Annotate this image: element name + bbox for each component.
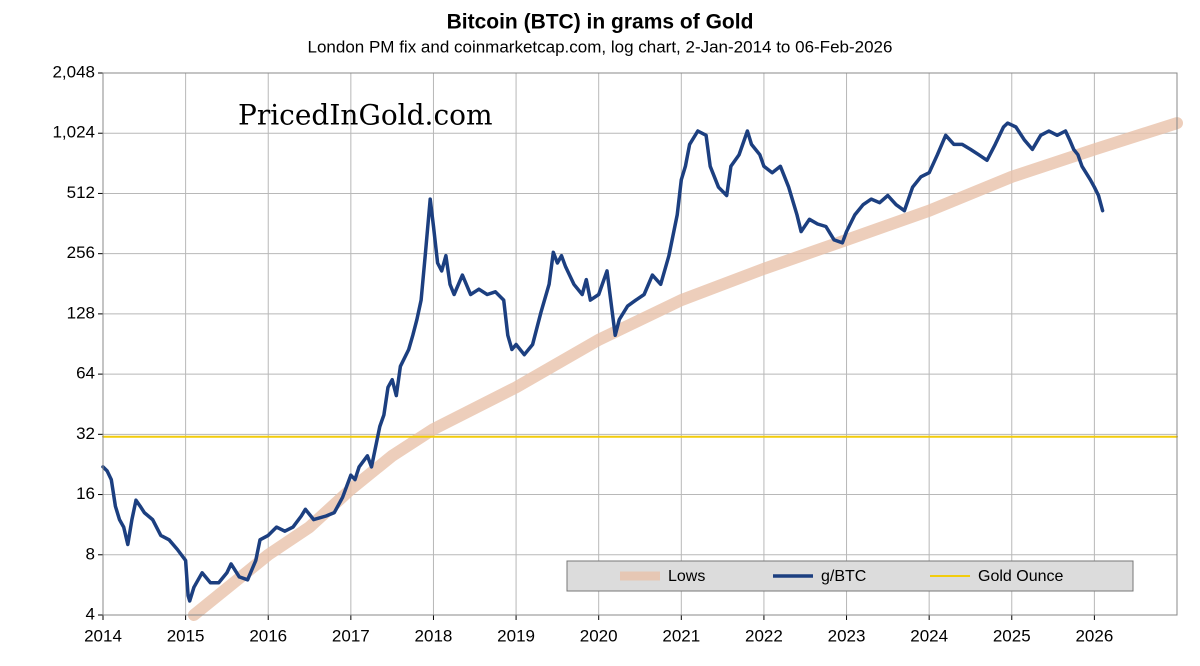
series-line	[187, 117, 1183, 621]
legend-label: Gold Ounce	[978, 568, 1063, 585]
plot-frame	[102, 72, 1178, 616]
x-tick-label: 2023	[828, 626, 866, 645]
y-tick-label: 32	[76, 424, 95, 443]
x-tick-label: 2021	[662, 626, 700, 645]
legend: Lows g/BTC Gold Ounce	[566, 560, 1134, 592]
y-tick-label: 2,048	[52, 62, 95, 81]
x-tick-label: 2015	[167, 626, 205, 645]
chart-title: Bitcoin (BTC) in grams of Gold	[447, 11, 754, 34]
x-tick-label: 2019	[497, 626, 535, 645]
watermark: PricedInGold.com	[238, 99, 493, 132]
x-tick-label: 2020	[580, 626, 618, 645]
y-tick-label: 16	[76, 484, 95, 503]
x-tick-label: 2016	[249, 626, 287, 645]
x-tick-label: 2017	[332, 626, 370, 645]
chart-subtitle: London PM fix and coinmarketcap.com, log…	[308, 37, 893, 56]
y-tick-label: 512	[67, 183, 95, 202]
legend-box	[566, 560, 1134, 592]
y-tick-label: 128	[67, 303, 95, 322]
x-tick-label: 2024	[910, 626, 948, 645]
series-line	[101, 121, 1105, 603]
legend-label: g/BTC	[821, 568, 866, 585]
y-tick-label: 1,024	[52, 123, 95, 142]
y-tick-label: 64	[76, 364, 95, 383]
x-tick-label: 2025	[993, 626, 1031, 645]
y-tick-label: 8	[86, 544, 95, 563]
grid: 4 8 16 32 64 128 256 512 1,024 2,048 2014 2015 2016 2…	[52, 62, 1177, 645]
x-tick-label: 2022	[745, 626, 783, 645]
lines	[101, 117, 1183, 621]
y-tick-label: 256	[67, 243, 95, 262]
x-tick-label: 2026	[1075, 626, 1113, 645]
y-tick-label: 4	[86, 604, 95, 623]
x-tick-label: 2018	[415, 626, 453, 645]
legend-label: Lows	[668, 568, 705, 585]
x-tick-label: 2014	[84, 626, 122, 645]
